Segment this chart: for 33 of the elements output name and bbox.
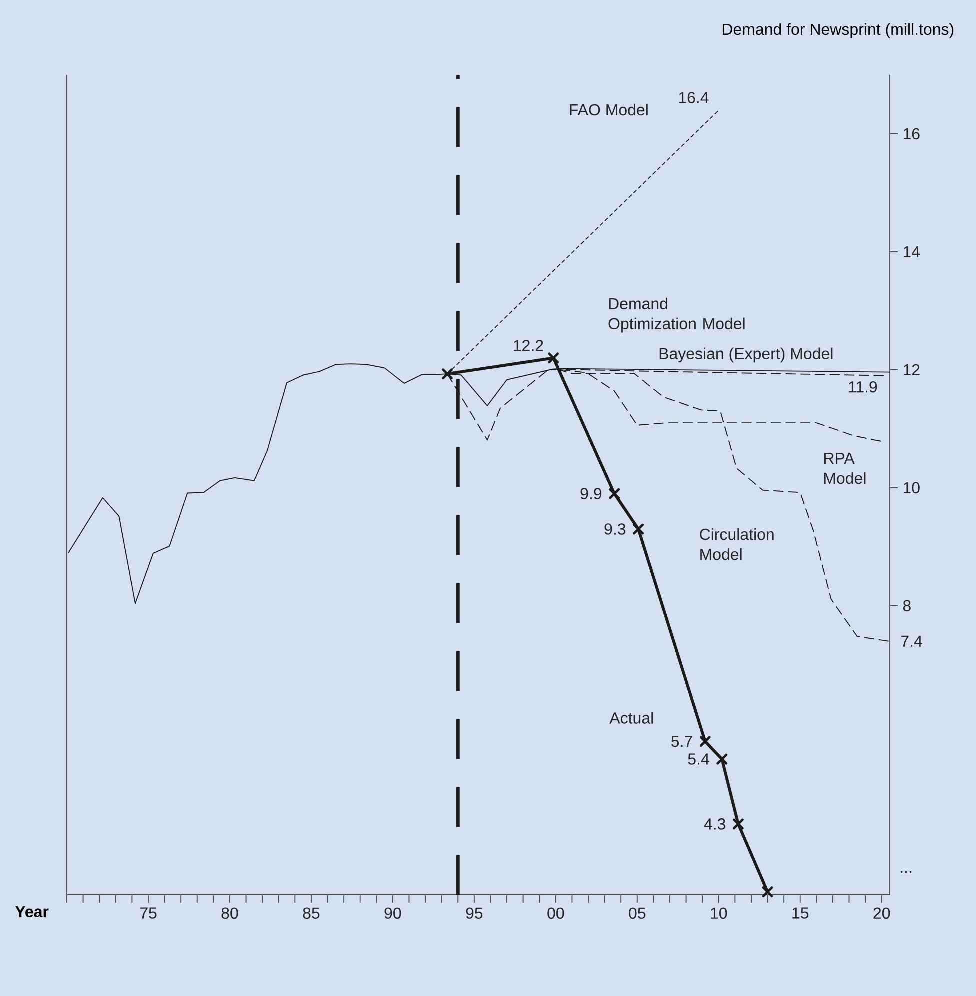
x-axis-title: Year <box>15 906 49 918</box>
y-tick-label: 10 <box>904 482 920 494</box>
data-label: 12.2 <box>514 340 544 352</box>
text: Circulation Model <box>700 528 774 560</box>
data-label: 9.3 <box>604 524 626 535</box>
data-label: 5.7 <box>671 736 692 748</box>
text: FAO Model <box>570 104 648 116</box>
data-label: 5.4 <box>688 754 710 765</box>
x-tick-label: 00 <box>548 908 564 920</box>
x-tick-label: 80 <box>222 908 238 920</box>
x-tick-label: 95 <box>466 908 483 920</box>
y-tick-label: 12 <box>904 364 920 376</box>
data-label: 4.3 <box>704 818 726 830</box>
series-label: Bayesian (Expert) Model <box>660 348 833 363</box>
y-tick-label: 16 <box>904 128 920 140</box>
x-tick-label: 05 <box>629 908 646 920</box>
y-tick-label: 8 <box>903 600 911 612</box>
data-label: 11.9 <box>849 381 878 393</box>
series-label: RPA Model <box>824 452 866 484</box>
y-tick-label: 14 <box>904 246 920 258</box>
x-tick-label: 20 <box>874 908 890 920</box>
x-tick-label: 75 <box>140 908 157 919</box>
x-tick-label: 90 <box>384 908 402 920</box>
text: ... <box>901 871 912 874</box>
data-label: 7.4 <box>901 636 922 647</box>
x-tick-label: 85 <box>303 908 320 920</box>
x-tick-label: 10 <box>711 908 728 920</box>
data-label: 9.9 <box>580 488 602 500</box>
x-tick-label: 15 <box>792 908 809 919</box>
text: Demand Optimization Model <box>608 298 745 333</box>
data-label: 16.4 <box>679 92 709 104</box>
y-axis-title: Demand for Newsprint (mill.tons) <box>722 23 954 38</box>
text: Actual <box>610 712 654 724</box>
